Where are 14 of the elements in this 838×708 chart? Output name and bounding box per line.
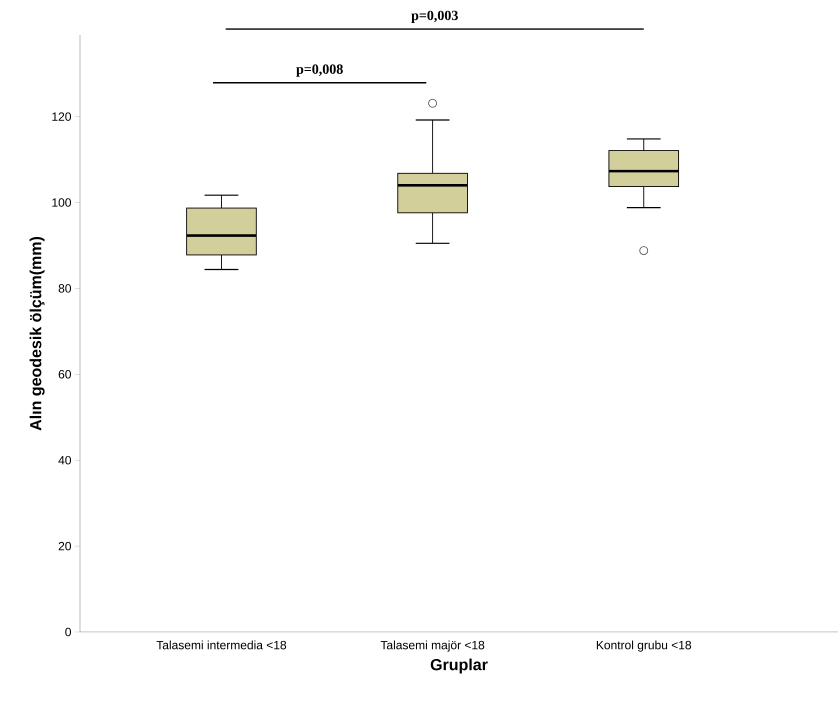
annotation: p=0,008: [296, 64, 343, 77]
x-tick-label: Talasemi majör <18: [380, 640, 484, 652]
x-tick-label: Kontrol grubu <18: [596, 640, 692, 652]
text: p=0,003: [411, 10, 458, 23]
y-axis-title: Alın geodesik ölçüm(mm): [30, 236, 45, 430]
y-tick-label: 80: [58, 284, 72, 293]
y-tick-label: 120: [52, 112, 72, 121]
y-tick-label: 40: [58, 456, 72, 464]
x-tick-label: Talasemi intermedia <18: [156, 640, 286, 650]
x-axis-title: Gruplar: [430, 658, 488, 674]
y-tick-label: 100: [52, 198, 72, 207]
y-tick-label: 0: [65, 628, 72, 636]
y-tick-label: 20: [58, 542, 72, 550]
y-tick-label: 60: [58, 370, 72, 379]
